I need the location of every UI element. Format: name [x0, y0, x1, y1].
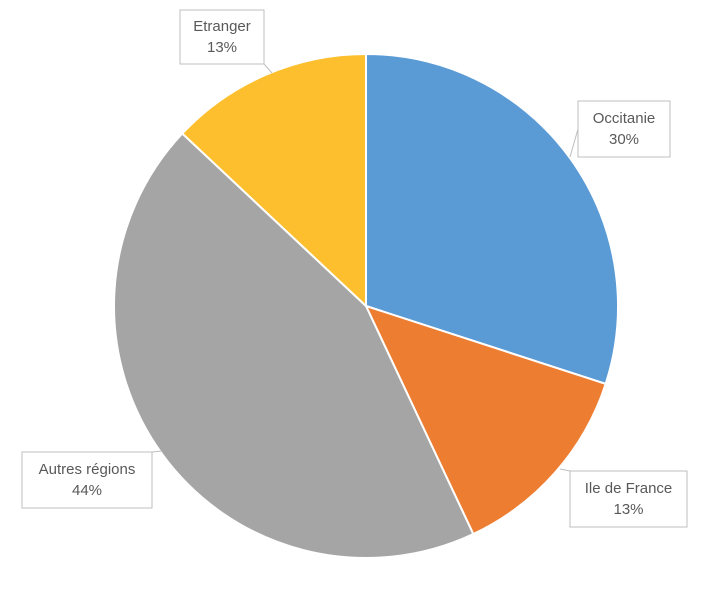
data-label-name: Occitanie [593, 110, 656, 127]
callout-box [569, 470, 688, 528]
callout-box [21, 451, 153, 509]
callout-pointer [569, 128, 579, 158]
data-label-value: 30% [609, 131, 639, 148]
pie-slice [364, 304, 607, 536]
pie-slice [180, 52, 367, 309]
data-label-name: Etranger [193, 18, 251, 35]
data-label-name: Ile de France [585, 480, 673, 497]
callout-box [179, 9, 265, 65]
callout-box [577, 100, 671, 158]
callout-pointer [151, 450, 163, 453]
pie-slice [113, 132, 475, 559]
pie-slice [365, 52, 619, 386]
data-label-value: 44% [72, 482, 102, 499]
data-label-value: 13% [207, 39, 237, 56]
data-label-name: Autres régions [39, 461, 136, 478]
callout-pointer [559, 468, 571, 472]
data-label-value: 13% [613, 501, 643, 518]
callout-pointer [263, 63, 273, 74]
